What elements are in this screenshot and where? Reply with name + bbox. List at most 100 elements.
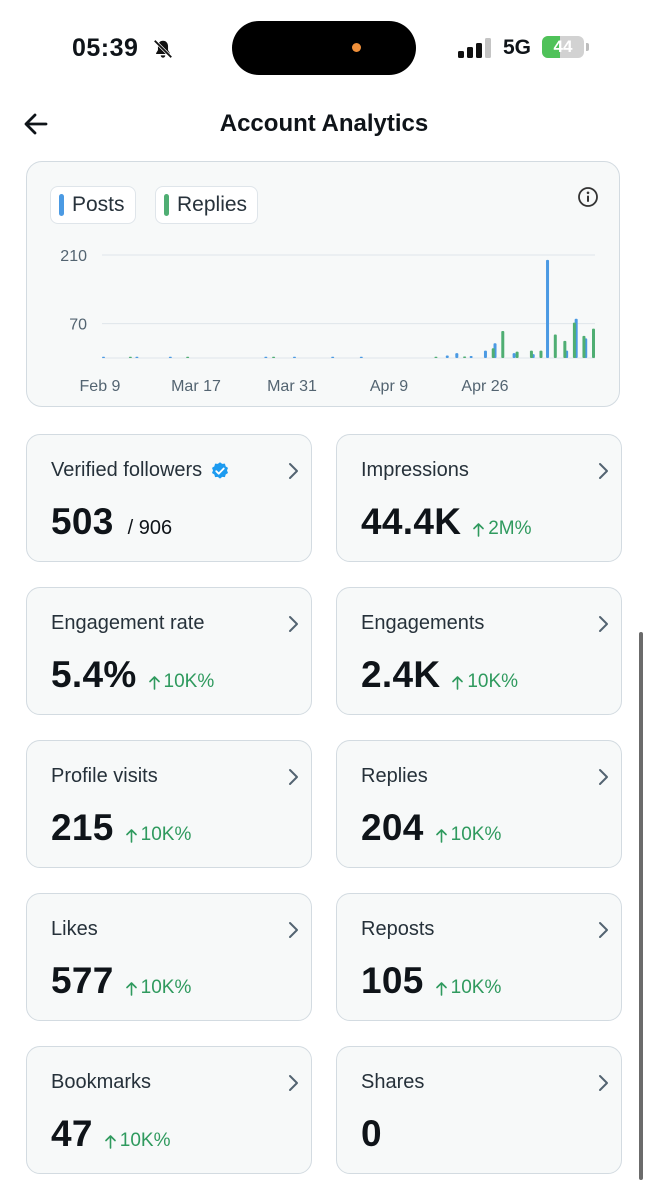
arrow-up-icon — [125, 828, 137, 843]
analytics-chart-card: Posts Replies 210 70 Feb 9 Mar 17 Mar 31 Apr … — [26, 161, 620, 407]
metric-change: 10K% — [104, 1130, 171, 1152]
metric-label-text: Bookmarks — [51, 1071, 152, 1093]
replies-bar — [272, 356, 276, 358]
metric-card-reposts[interactable]: Reposts 105 10K% — [336, 893, 622, 1021]
scrollbar[interactable] — [639, 632, 643, 1180]
arrow-up-icon — [452, 675, 464, 690]
metric-value-row: 2.4K 10K% — [361, 654, 518, 696]
metric-value-row: 204 10K% — [361, 807, 501, 849]
status-bar: 05:39 5G 44 — [0, 0, 648, 96]
arrow-up-icon — [473, 522, 485, 537]
replies-bar — [128, 356, 132, 358]
metric-card-verified-followers[interactable]: Verified followers 503 / 906 — [26, 434, 312, 562]
verified-badge-icon — [212, 461, 229, 479]
info-icon[interactable] — [577, 186, 599, 208]
metric-change: 10K% — [435, 824, 502, 846]
arrow-up-icon — [104, 1134, 116, 1149]
posts-color-swatch — [59, 194, 64, 216]
posts-bar — [168, 356, 172, 358]
arrow-up-icon — [148, 675, 160, 690]
chevron-right-icon — [289, 463, 298, 479]
metric-change: 10K% — [125, 977, 192, 999]
metric-value-row: 5.4% 10K% — [51, 654, 214, 696]
posts-bar — [483, 350, 487, 358]
status-time: 05:39 — [72, 34, 139, 62]
bar-chart: 210 70 Feb 9 Mar 17 Mar 31 Apr 9 Apr 26 — [60, 248, 595, 395]
metric-value-row: 215 10K% — [51, 807, 191, 849]
metric-label-text: Impressions — [361, 459, 469, 481]
metric-value: 215 — [51, 807, 114, 848]
legend-posts-label: Posts — [72, 193, 125, 216]
metric-value-row: 105 10K% — [361, 960, 501, 1002]
posts-bar — [292, 356, 296, 358]
metric-change: 10K% — [148, 671, 214, 693]
metric-card-shares[interactable]: Shares 0 — [336, 1046, 622, 1174]
battery-percent: 44 — [553, 37, 573, 56]
metric-value-row: 0 — [361, 1113, 382, 1155]
metric-value-row: 577 10K% — [51, 960, 191, 1002]
replies-bar — [529, 350, 533, 358]
legend-replies-chip[interactable]: Replies — [155, 186, 259, 224]
metric-value: 105 — [361, 960, 424, 1001]
posts-bar — [331, 356, 335, 358]
posts-bar — [359, 356, 363, 358]
metric-label: Likes — [51, 918, 98, 941]
chevron-right-icon — [289, 616, 298, 632]
replies-color-swatch — [164, 194, 169, 216]
posts-bar — [546, 259, 550, 358]
chevron-right-icon — [599, 922, 608, 938]
metric-value: 44.4K — [361, 501, 462, 542]
metric-card-replies[interactable]: Replies 204 10K% — [336, 740, 622, 868]
metric-value: 503 — [51, 501, 114, 542]
legend-posts-chip[interactable]: Posts — [50, 186, 136, 224]
metric-label: Verified followers — [51, 459, 230, 482]
page-title: Account Analytics — [219, 110, 429, 137]
metric-label-text: Engagements — [361, 612, 485, 634]
arrow-up-icon — [435, 981, 447, 996]
chevron-right-icon — [599, 463, 608, 479]
battery-level — [542, 36, 561, 58]
metric-label-text: Likes — [51, 918, 98, 940]
x-tick-label: Feb 9 — [80, 378, 121, 395]
replies-bar — [592, 328, 595, 358]
replies-bar — [539, 350, 543, 358]
metric-value-row: 44.4K 2M% — [361, 501, 532, 543]
metric-card-engagement-rate[interactable]: Engagement rate 5.4% 10K% — [26, 587, 312, 715]
replies-bar — [434, 356, 438, 358]
metric-card-profile-visits[interactable]: Profile visits 215 10K% — [26, 740, 312, 868]
posts-bar — [469, 356, 473, 358]
metric-change-value: 10K% — [450, 824, 502, 845]
metric-value-row: 47 10K% — [51, 1113, 170, 1155]
metric-value: 5.4% — [51, 654, 137, 695]
metric-label-text: Verified followers — [51, 459, 203, 481]
metric-change-value: 10K% — [140, 977, 192, 998]
metric-value: 0 — [361, 1113, 382, 1154]
metric-label: Profile visits — [51, 765, 158, 788]
network-type: 5G — [503, 36, 532, 59]
legend-replies-label: Replies — [177, 193, 248, 216]
replies-bar — [582, 335, 586, 358]
back-arrow-icon[interactable] — [20, 108, 52, 140]
battery-icon: 44 — [542, 36, 590, 60]
x-tick-label: Apr 9 — [370, 378, 408, 395]
metric-card-engagements[interactable]: Engagements 2.4K 10K% — [336, 587, 622, 715]
metric-value: 47 — [51, 1113, 93, 1154]
chevron-right-icon — [289, 922, 298, 938]
metric-card-likes[interactable]: Likes 577 10K% — [26, 893, 312, 1021]
metric-change-value: 10K% — [140, 824, 192, 845]
replies-bar — [501, 331, 505, 358]
metric-change-value: 10K% — [119, 1130, 171, 1151]
metric-label: Replies — [361, 765, 428, 788]
metric-label: Engagements — [361, 612, 484, 635]
chevron-right-icon — [599, 769, 608, 785]
replies-bar — [572, 322, 576, 358]
metric-label: Impressions — [361, 459, 469, 482]
x-tick-label: Mar 17 — [171, 378, 221, 395]
metric-label-text: Reposts — [361, 918, 435, 940]
metric-card-impressions[interactable]: Impressions 44.4K 2M% — [336, 434, 622, 562]
replies-bar — [186, 356, 190, 358]
metric-change-value: 10K% — [450, 977, 502, 998]
metric-card-bookmarks[interactable]: Bookmarks 47 10K% — [26, 1046, 312, 1174]
metric-value: 2.4K — [361, 654, 441, 695]
chevron-right-icon — [599, 1075, 608, 1091]
